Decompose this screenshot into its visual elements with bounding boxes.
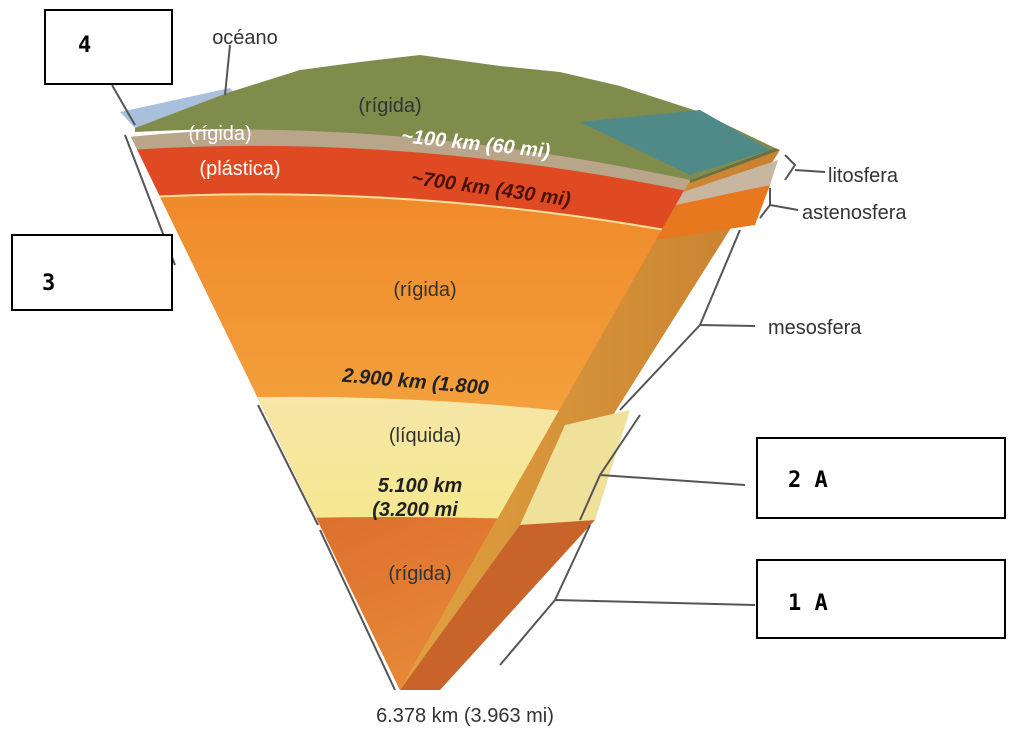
box-label: 4 [78, 33, 91, 58]
layer-depth: 5.100 km [378, 475, 463, 497]
center-depth: 6.378 km (3.963 mi) [376, 705, 554, 727]
side-label: litosfera [828, 165, 899, 187]
layer-label: (rígida) [188, 123, 251, 145]
layer-label: (rígida) [388, 563, 451, 585]
layer-label: (plástica) [199, 158, 280, 180]
box-label: 2 A [788, 468, 828, 493]
answer-box [45, 10, 172, 84]
side-label: mesosfera [768, 317, 862, 339]
earth-layers-diagram: 4 3 2 A 1 A océano litosfera astenosfera… [0, 0, 1010, 747]
layer-label: (líquida) [389, 425, 461, 447]
layer-label: (rígida) [393, 279, 456, 301]
answer-box [12, 235, 172, 310]
layer-label: (rígida) [358, 95, 421, 117]
box-label: 3 [42, 271, 55, 296]
box-label: 1 A [788, 591, 828, 616]
side-label: astenosfera [802, 202, 907, 224]
layer-depth: (3.200 mi [372, 499, 458, 521]
side-label: océano [212, 27, 278, 49]
